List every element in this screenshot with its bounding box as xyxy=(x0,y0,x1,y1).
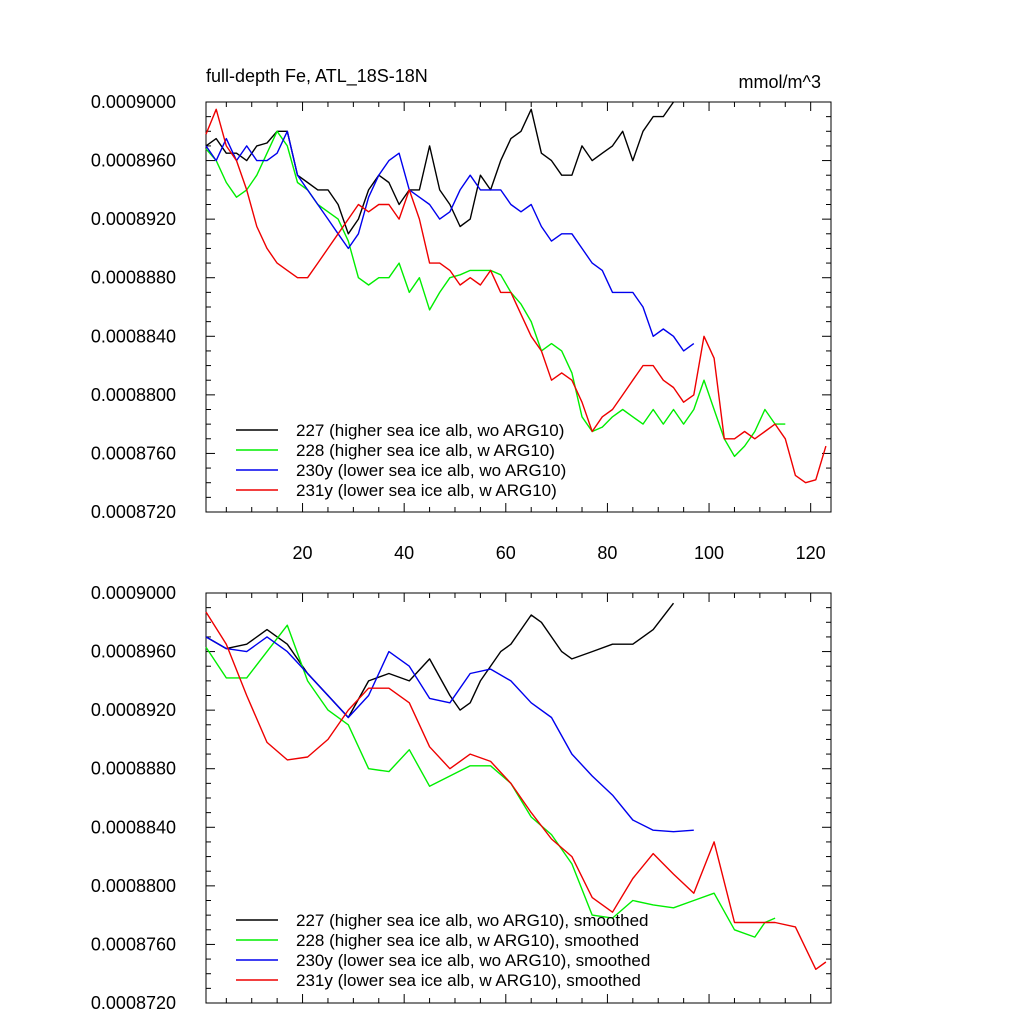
legend-label: 230y (lower sea ice alb, wo ARG10), smoo… xyxy=(296,951,650,970)
y-tick-label: 0.0008920 xyxy=(91,209,176,229)
series-line-4 xyxy=(205,108,827,484)
x-tick-label: 100 xyxy=(694,543,724,563)
y-tick-label: 0.0008920 xyxy=(91,700,176,720)
legend-label: 227 (higher sea ice alb, wo ARG10), smoo… xyxy=(296,911,648,930)
y-tick-label: 0.0008960 xyxy=(91,642,176,662)
legend-label: 231y (lower sea ice alb, w ARG10), smoot… xyxy=(296,971,641,990)
x-tick-label: 60 xyxy=(496,543,516,563)
legend-label: 228 (higher sea ice alb, w ARG10) xyxy=(296,441,555,460)
y-tick-label: 0.0008720 xyxy=(91,502,176,522)
series-line-1 xyxy=(205,101,675,235)
y-tick-label: 0.0008760 xyxy=(91,934,176,954)
x-tick-label: 120 xyxy=(796,543,826,563)
y-tick-label: 0.0008880 xyxy=(91,268,176,288)
series-line-1 xyxy=(205,602,675,719)
x-tick-label: 40 xyxy=(394,543,414,563)
y-tick-label: 0.0009000 xyxy=(91,583,176,603)
series-line-3 xyxy=(205,130,695,352)
y-tick-label: 0.0008840 xyxy=(91,326,176,346)
x-tick-label: 80 xyxy=(597,543,617,563)
chart-panel-2: 0.0009000 0.0008960 0.0008920 0.0008880 0.00… xyxy=(91,583,832,1013)
chart-title: full-depth Fe, ATL_18S-18N xyxy=(206,66,428,87)
series-line-4 xyxy=(205,611,827,970)
y-tick-label: 0.0008720 xyxy=(91,993,176,1013)
x-tick-label: 20 xyxy=(293,543,313,563)
y-tick-label: 0.0008760 xyxy=(91,443,176,463)
chart-units: mmol/m^3 xyxy=(739,72,821,92)
legend-label: 230y (lower sea ice alb, wo ARG10) xyxy=(296,461,566,480)
y-tick-label: 0.0008880 xyxy=(91,759,176,779)
y-tick-label: 0.0009000 xyxy=(91,92,176,112)
y-tick-label: 0.0008800 xyxy=(91,876,176,896)
y-tick-label: 0.0008800 xyxy=(91,385,176,405)
legend-label: 231y (lower sea ice alb, w ARG10) xyxy=(296,481,557,500)
chart-panel-1: 0.0009000 0.0008960 0.0008920 0.0008880 0.00… xyxy=(91,66,832,563)
series-line-2 xyxy=(205,624,776,938)
series-line-2 xyxy=(205,130,786,458)
legend-label: 228 (higher sea ice alb, w ARG10), smoot… xyxy=(296,931,639,950)
legend-label: 227 (higher sea ice alb, wo ARG10) xyxy=(296,421,564,440)
y-tick-label: 0.0008960 xyxy=(91,151,176,171)
series-line-3 xyxy=(205,636,694,833)
y-tick-label: 0.0008840 xyxy=(91,817,176,837)
